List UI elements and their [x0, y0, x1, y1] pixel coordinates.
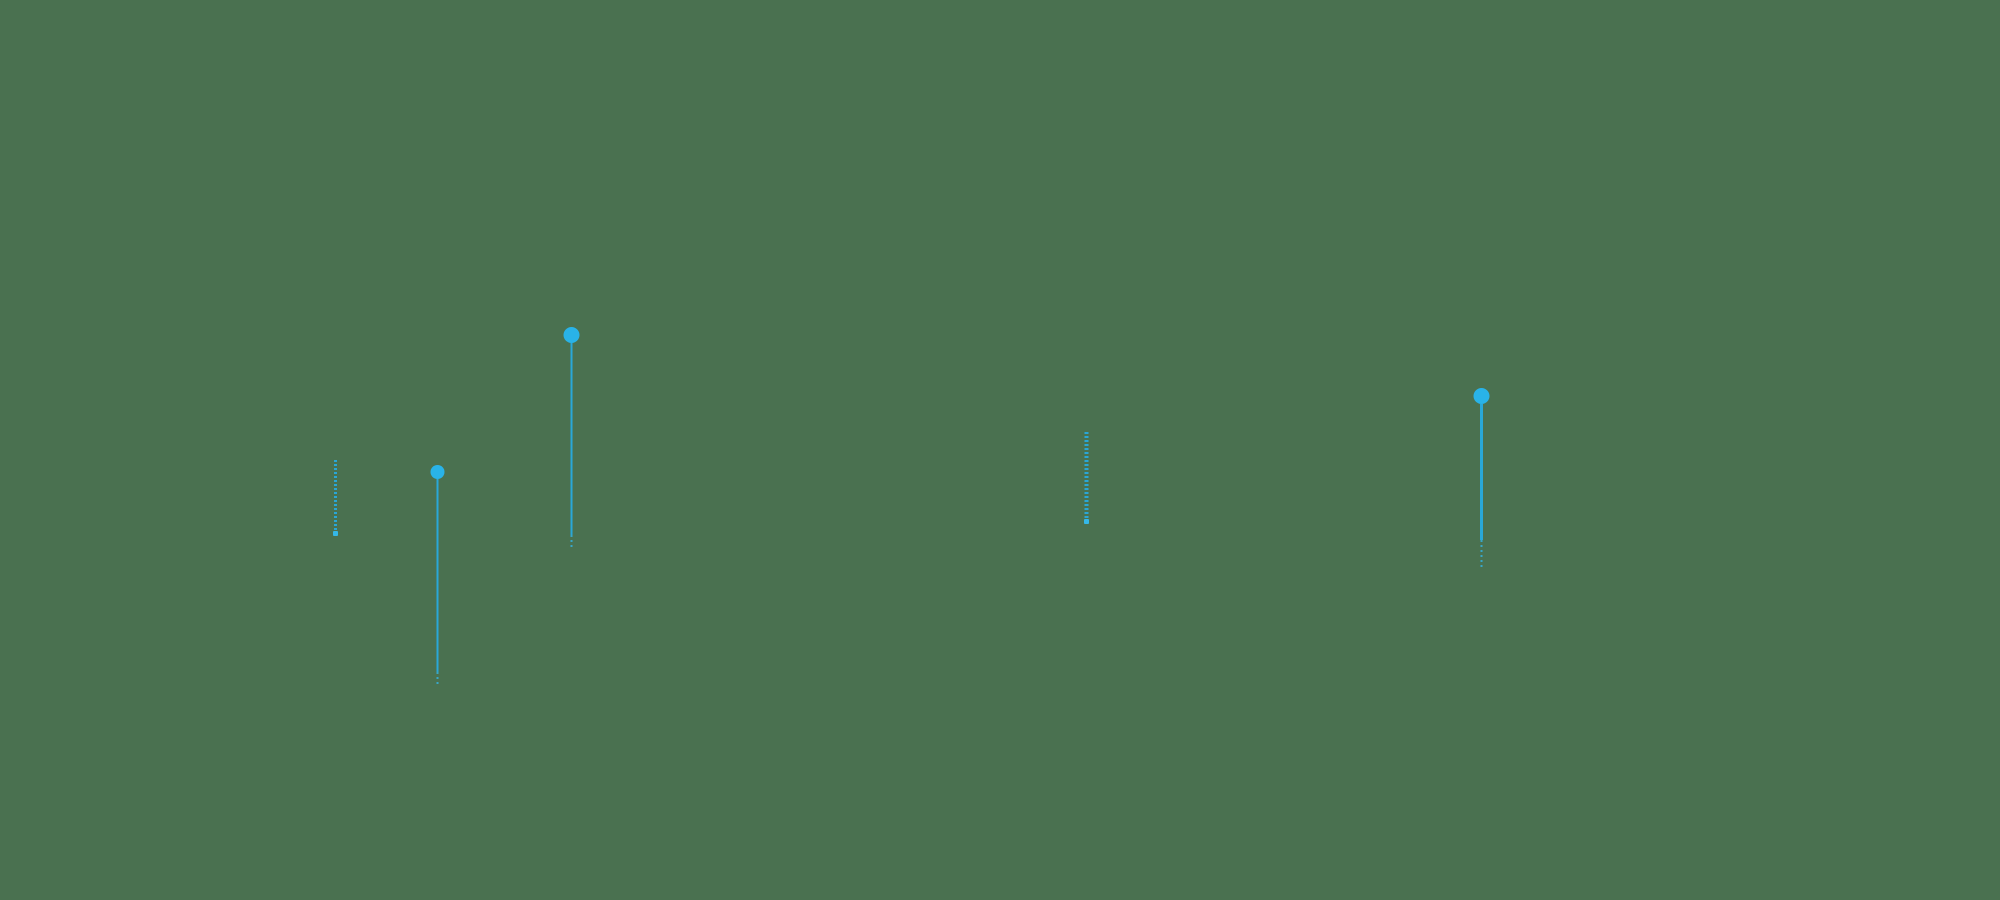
pin-stem-tail	[436, 672, 438, 686]
pin-head-circle-icon[interactable]	[563, 327, 579, 343]
column-terminal-dot[interactable]	[1083, 519, 1089, 524]
pin-stem-tail	[1480, 540, 1482, 568]
pin-stem	[570, 343, 572, 535]
column-terminal-dot[interactable]	[332, 531, 338, 536]
pin-stem	[1479, 404, 1483, 540]
pin-stem	[436, 479, 438, 672]
map-pin-marker[interactable]	[563, 0, 579, 900]
pin-stem-tail	[570, 535, 572, 550]
map-pin-marker[interactable]	[332, 0, 338, 900]
map-pin-marker[interactable]	[430, 0, 444, 900]
pin-head-circle-icon[interactable]	[1473, 388, 1489, 404]
map-pin-marker[interactable]	[1473, 0, 1489, 900]
map-pin-marker[interactable]	[1083, 0, 1089, 900]
dotted-column-stem	[1084, 432, 1088, 518]
dotted-column-stem	[333, 460, 337, 530]
pin-head-circle-icon[interactable]	[430, 465, 444, 479]
